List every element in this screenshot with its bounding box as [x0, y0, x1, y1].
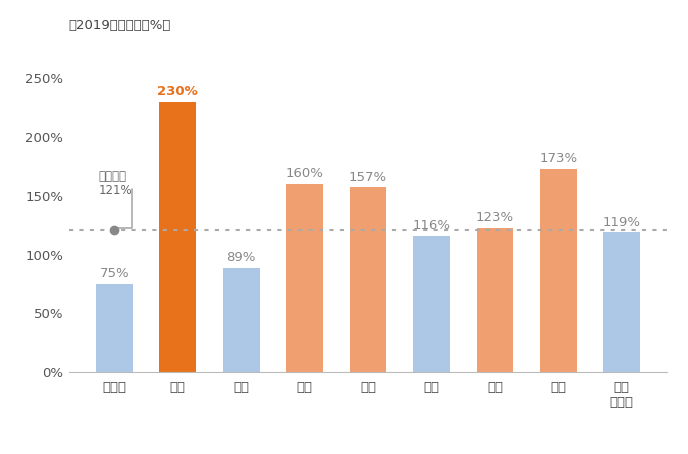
Text: 75%: 75%	[100, 267, 129, 281]
Text: 160%: 160%	[286, 168, 323, 180]
Text: 116%: 116%	[413, 219, 451, 232]
Bar	[540, 168, 577, 372]
Bar	[223, 267, 259, 372]
Text: 119%: 119%	[603, 216, 641, 229]
Bar	[603, 232, 640, 372]
Text: 230%: 230%	[158, 85, 198, 98]
Bar	[160, 102, 196, 372]
Text: 121%: 121%	[98, 184, 132, 197]
Bar	[286, 184, 323, 372]
Bar	[350, 188, 387, 372]
Text: 全国平均: 全国平均	[98, 170, 127, 183]
Bar	[477, 227, 513, 372]
Bar	[96, 284, 133, 372]
Text: 173%: 173%	[539, 152, 577, 165]
Text: （2019年同週比、%）: （2019年同週比、%）	[69, 19, 171, 32]
Bar	[413, 236, 450, 372]
Text: 123%: 123%	[476, 211, 514, 224]
Text: 89%: 89%	[226, 251, 256, 264]
Text: 157%: 157%	[349, 171, 387, 184]
